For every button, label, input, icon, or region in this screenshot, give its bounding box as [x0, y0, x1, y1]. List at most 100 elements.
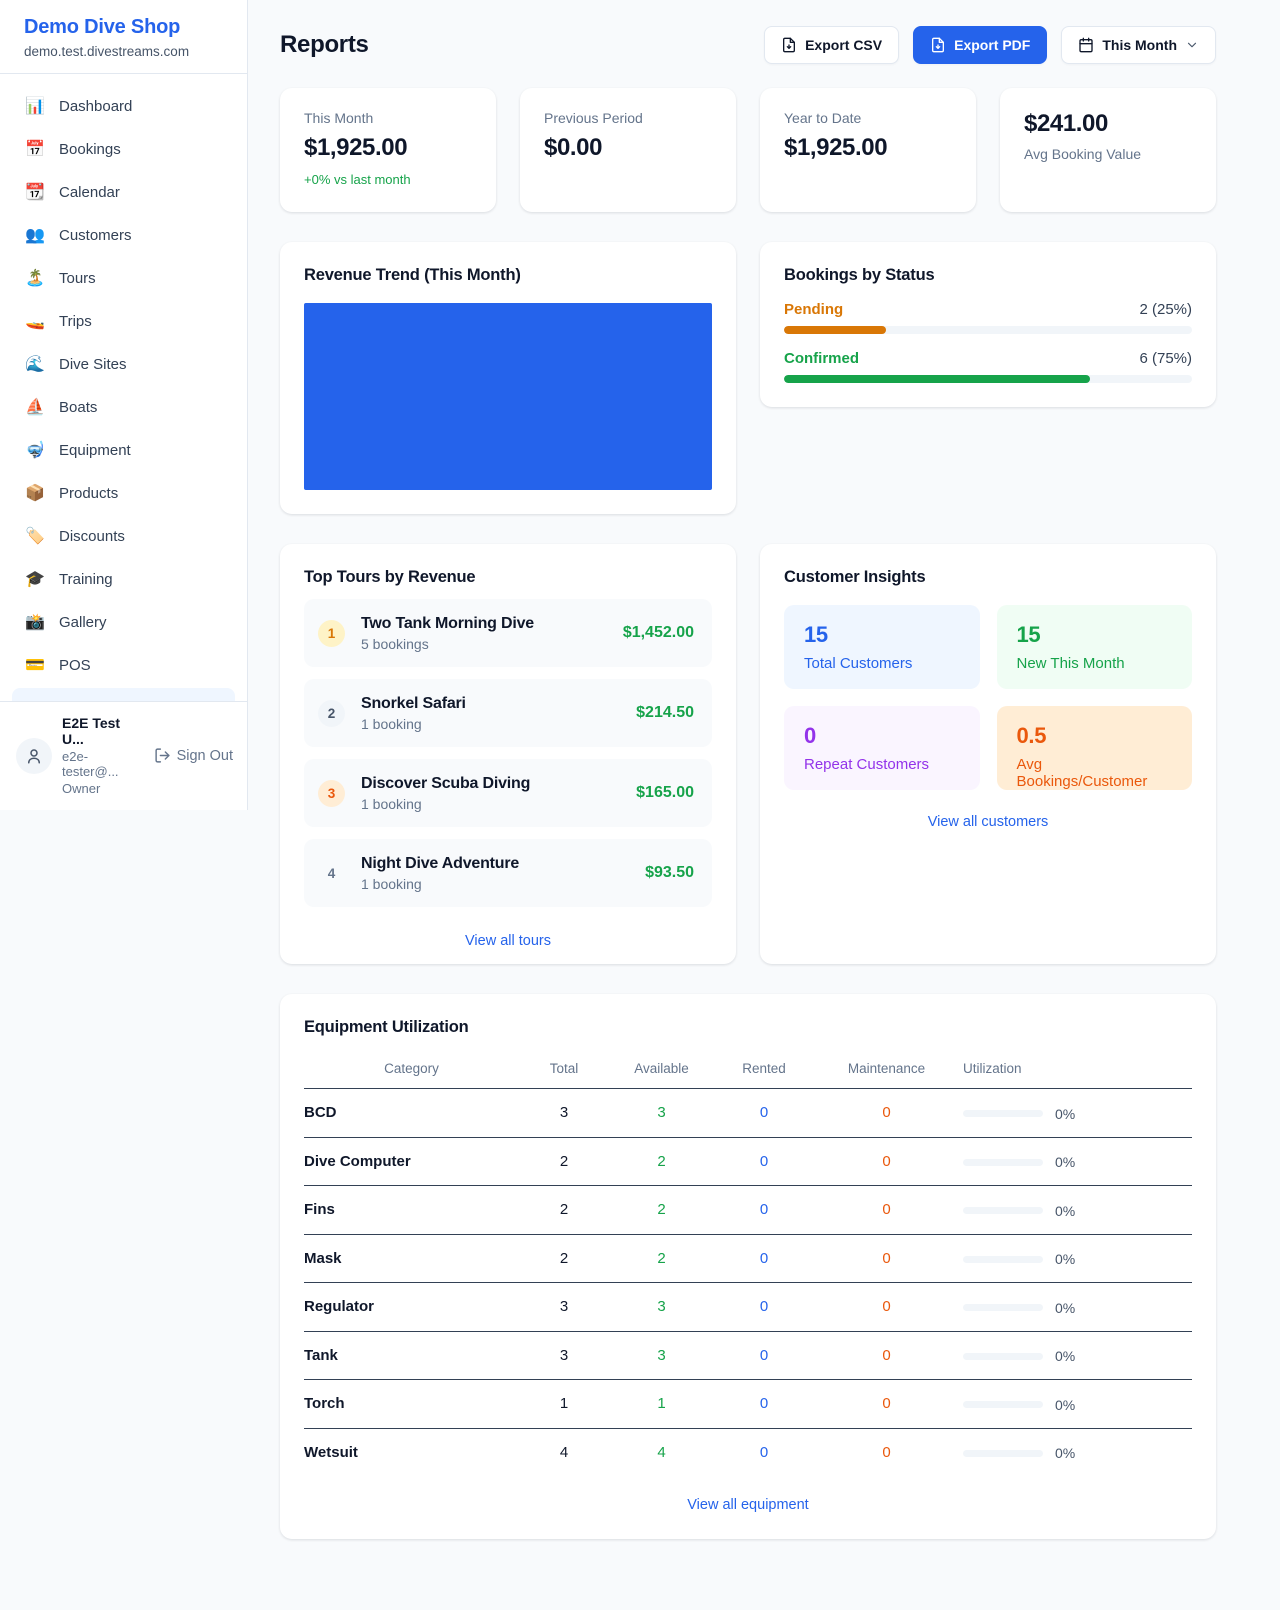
equipment-category: Tank	[304, 1331, 519, 1380]
insight-label: Avg Bookings/Customer	[1016, 756, 1148, 790]
equipment-rented: 0	[714, 1379, 814, 1429]
tour-revenue: $214.50	[636, 704, 694, 721]
calendar-icon	[1079, 37, 1094, 53]
equipment-available: 2	[609, 1185, 714, 1235]
file-download-icon	[783, 37, 796, 53]
brand-domain: demo.test.divestreams.com	[24, 44, 190, 59]
sidebar-item-bookings[interactable]: 📅 Bookings	[25, 140, 121, 159]
equipment-table-header: Category Total Available Rented Maintenance U…	[304, 1055, 1192, 1089]
status-bar-track	[784, 326, 1192, 334]
status-list: Pending 2 (25%) Confirmed 6 (75%)	[784, 301, 1192, 383]
brand-block: Demo Dive Shop demo.test.divestreams.com	[0, 0, 247, 74]
view-all-tours-link[interactable]: View all tours	[465, 933, 551, 949]
sidebar-item-training[interactable]: 🎓 Training	[25, 570, 113, 589]
column-header: Utilization	[959, 1055, 1192, 1089]
sidebar-item-equipment[interactable]: 🤿 Equipment	[25, 441, 131, 460]
insight-tile: 15 Total Customers	[784, 605, 980, 689]
user-name: E2E Test U...	[62, 715, 121, 747]
revenue-trend-title: Revenue Trend (This Month)	[304, 266, 521, 284]
equipment-available: 2	[609, 1234, 714, 1283]
user-email: e2e-tester@...	[62, 749, 119, 779]
equipment-total: 2	[519, 1185, 609, 1235]
equipment-available: 3	[609, 1331, 714, 1380]
tour-bookings: 5 bookings	[361, 635, 429, 652]
utilization-percent: 0%	[1055, 1396, 1076, 1413]
column-header: Category	[304, 1055, 519, 1089]
equipment-total: 4	[559, 1443, 569, 1461]
period-dropdown[interactable]: This Month	[1061, 26, 1216, 64]
equipment-category: BCD	[304, 1088, 519, 1138]
sidebar-item-dashboard[interactable]: 📊 Dashboard	[25, 97, 133, 116]
tour-name: Two Tank Morning Dive	[361, 614, 534, 632]
insight-label: Repeat Customers	[804, 756, 930, 773]
export-csv-button[interactable]: Export CSV	[764, 26, 900, 64]
equipment-maintenance: 0	[882, 1443, 891, 1461]
utilization-percent: 0%	[1055, 1251, 1076, 1267]
sidebar-item-gallery[interactable]: 📸 Gallery	[25, 613, 107, 632]
sidebar-item-tours[interactable]: 🏝️ Tours	[25, 269, 96, 288]
file-download-icon	[932, 37, 945, 53]
utilization-percent: 0%	[1055, 1202, 1076, 1219]
sidebar-item-dive-sites[interactable]: 🌊 Dive Sites	[25, 355, 127, 374]
nav-item-label: Calendar	[59, 183, 120, 201]
stat-card-avg-booking-value: $241.00 Avg Booking Value	[1000, 88, 1216, 212]
equipment-maintenance: 0	[814, 1088, 959, 1138]
export-pdf-button[interactable]: Export PDF	[913, 26, 1048, 64]
avatar	[16, 737, 52, 774]
equipment-rented: 0	[714, 1331, 814, 1380]
utilization-bar-track	[963, 1255, 1043, 1263]
tour-row: 3 Discover Scuba Diving 1 booking $165.0…	[304, 759, 712, 827]
top-tours-title: Top Tours by Revenue	[304, 568, 476, 586]
stat-card-this-month: This Month $1,925.00 +0% vs last month	[280, 88, 496, 212]
customer-insights-card: Customer Insights 15 Total Customers 15 …	[760, 544, 1216, 964]
rank-badge: 4	[327, 865, 336, 881]
status-row: Confirmed 6 (75%)	[784, 350, 1192, 383]
sidebar-item-reports-partial[interactable]	[12, 688, 235, 701]
utilization-percent: 0%	[1055, 1445, 1076, 1461]
equipment-maintenance: 0	[814, 1331, 959, 1380]
page-header: Reports Export CSV Export PDF	[280, 26, 1216, 64]
equipment-category: Fins	[304, 1185, 519, 1235]
equipment-row: Dive Computer 2 2 0 0 0%	[304, 1137, 1192, 1186]
sign-out-button[interactable]: Sign Out	[154, 747, 233, 764]
sidebar-item-pos[interactable]: 💳 POS	[25, 656, 91, 675]
column-header: Total	[519, 1055, 609, 1089]
sidebar-item-products[interactable]: 📦 Products	[25, 484, 119, 503]
equipment-total: 3	[519, 1331, 609, 1380]
sidebar-item-customers[interactable]: 👥 Customers	[25, 226, 132, 245]
equipment-maintenance: 0	[814, 1282, 959, 1332]
revenue-trend-chart	[304, 303, 712, 490]
insight-tiles: 15 Total Customers 15 New This Month 0 R…	[784, 605, 1192, 790]
insights-row: Top Tours by Revenue 1 Two Tank Morning …	[280, 544, 1216, 964]
equipment-total: 1	[519, 1379, 609, 1429]
equipment-maintenance: 0	[814, 1137, 959, 1186]
tour-bookings: 1 booking	[361, 875, 422, 892]
sidebar-item-calendar[interactable]: 📆 Calendar	[25, 183, 120, 202]
status-label: Confirmed	[784, 350, 859, 367]
stat-card-year-to-date: Year to Date $1,925.00	[760, 88, 976, 212]
insight-value: 15	[1016, 622, 1041, 647]
rank-badge: 1	[318, 619, 345, 647]
utilization-bar-track	[963, 1110, 1043, 1117]
sidebar-item-trips[interactable]: 🚤 Trips	[25, 312, 92, 331]
sign-out-label: Sign Out	[176, 747, 233, 764]
stat-delta: +0% vs last month	[304, 172, 411, 187]
nav-item-label: Tours	[59, 269, 96, 287]
tour-list: 1 Two Tank Morning Dive 5 bookings $1,45…	[304, 599, 712, 907]
sidebar-item-boats[interactable]: ⛵ Boats	[25, 398, 98, 417]
column-header: Maintenance	[814, 1055, 959, 1089]
equipment-category: Torch	[304, 1379, 519, 1429]
equipment-total: 3	[519, 1088, 609, 1138]
user-info: E2E Test U... e2e-tester@... Owner	[62, 715, 144, 796]
equipment-rented: 0	[714, 1234, 814, 1283]
tour-name: Discover Scuba Diving	[361, 774, 531, 792]
nav-item-label: Bookings	[59, 140, 121, 158]
nav-item-label: Customers	[59, 226, 132, 244]
view-all-customers-link[interactable]: View all customers	[927, 814, 1049, 830]
equipment-row: Fins 2 2 0 0 0%	[304, 1185, 1192, 1235]
equipment-category: Regulator	[304, 1282, 519, 1332]
sidebar-item-discounts[interactable]: 🏷️ Discounts	[25, 527, 125, 546]
view-all-equipment-link[interactable]: View all equipment	[687, 1497, 809, 1513]
equipment-utilization-card: Equipment Utilization Category Total Avail…	[280, 994, 1216, 1539]
equipment-rented: 0	[714, 1088, 814, 1138]
